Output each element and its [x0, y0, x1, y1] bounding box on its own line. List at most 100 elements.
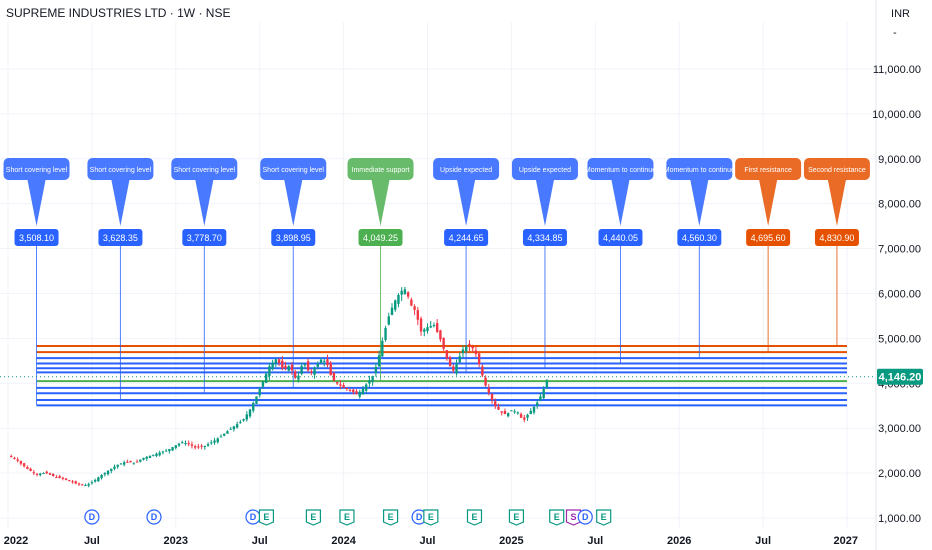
candle-body — [223, 433, 226, 436]
candle-body — [206, 444, 210, 446]
candle-body — [193, 446, 197, 448]
earnings-marker — [508, 509, 525, 526]
callout-bubble — [433, 158, 500, 180]
chart-title: SUPREME INDUSTRIES LTD · 1W · NSE — [6, 6, 231, 20]
x-tick-label: 2023 — [164, 535, 188, 547]
candle-body — [536, 402, 539, 406]
candle-body — [145, 456, 148, 459]
earnings-marker — [382, 509, 399, 526]
callout-bubble — [3, 158, 70, 180]
candle-body — [74, 481, 77, 484]
candle-body — [148, 455, 152, 458]
last-price-box — [877, 368, 923, 385]
candle-body — [500, 411, 503, 413]
candle-body — [271, 362, 274, 370]
event-letter: D — [582, 512, 589, 522]
earnings-marker — [596, 509, 612, 526]
candle-body — [442, 337, 445, 349]
y-tick-label: 10,000.00 — [872, 109, 921, 121]
candle-body — [210, 442, 213, 444]
candle-body — [110, 468, 113, 471]
candle-body — [410, 299, 413, 306]
candle-body — [181, 442, 184, 444]
candle-body — [455, 363, 458, 374]
candle-body — [303, 363, 307, 366]
x-tick-label: Jul — [252, 535, 268, 547]
level-value-label: 3,778.70 — [187, 233, 222, 243]
callout-pointer — [457, 180, 476, 226]
candle-body — [232, 426, 236, 430]
candle-body — [90, 482, 94, 484]
candle-body — [416, 310, 420, 320]
candle-body — [371, 375, 374, 383]
candle-body — [226, 431, 229, 434]
candle-body — [545, 380, 549, 388]
candle-body — [132, 462, 136, 464]
candle-body — [300, 365, 303, 374]
callout-note: Upside expected — [440, 167, 492, 174]
level-value-label: 4,830.90 — [819, 233, 854, 243]
earnings-marker — [423, 509, 439, 526]
candle-body — [255, 396, 258, 404]
candle-body — [490, 394, 494, 400]
candle-body — [355, 391, 358, 395]
candle-body — [532, 406, 536, 413]
candle-body — [158, 452, 161, 456]
callout-note: Upside expected — [519, 167, 571, 174]
candle-body — [423, 329, 426, 332]
callout-pointer — [111, 180, 130, 226]
level-lines — [36, 344, 847, 407]
callout-bubble — [735, 158, 802, 180]
candle-body — [323, 360, 326, 362]
level-value-box — [14, 229, 59, 246]
y-tick-label: 6,000.00 — [878, 289, 921, 301]
candle-body — [510, 410, 513, 412]
candle-body — [203, 445, 207, 447]
level-value-box — [98, 229, 143, 246]
candle-body — [329, 363, 332, 376]
callout-note: Short covering level — [6, 167, 68, 174]
event-letter: E — [513, 512, 519, 522]
candle-body — [429, 326, 432, 328]
level-value-box — [814, 229, 859, 246]
candle-body — [335, 382, 339, 384]
level-value-label: 4,560.30 — [682, 233, 717, 243]
candle-body — [258, 388, 261, 396]
callout-bubble — [803, 158, 870, 180]
y-tick-label: 1,000.00 — [878, 513, 921, 525]
candle-body — [284, 365, 287, 369]
x-tick-label: Jul — [84, 535, 100, 547]
callout-bubble — [171, 158, 238, 180]
candle-body — [316, 363, 319, 367]
candle-body — [523, 417, 526, 420]
callout-note: Immediate support — [352, 167, 410, 174]
candle-body — [155, 453, 158, 457]
candle-body — [48, 473, 52, 475]
candle-body — [310, 371, 313, 373]
candle-body — [326, 359, 329, 366]
candle-body — [287, 366, 290, 371]
candle-body — [277, 359, 281, 363]
x-tick-label: 2022 — [4, 535, 28, 547]
y-tick-mark: - — [893, 27, 897, 39]
candle-body — [361, 388, 365, 395]
candle-body — [426, 327, 429, 332]
candle-body — [432, 325, 436, 327]
candle-body — [364, 384, 368, 391]
callout-pointer — [195, 180, 214, 226]
callout-note: Short covering level — [263, 167, 325, 174]
callout-note: Second resistance — [808, 167, 866, 174]
event-letter: D — [416, 512, 423, 522]
candle-body — [55, 477, 58, 479]
candle-body — [213, 440, 216, 443]
candle-body — [252, 402, 255, 411]
candle-body — [245, 414, 248, 420]
x-tick-label: 2024 — [331, 535, 356, 547]
candle-body — [61, 477, 65, 479]
candle-body — [497, 406, 500, 410]
callout-bubble — [511, 158, 578, 180]
candle-body — [97, 477, 100, 482]
earnings-marker — [339, 509, 355, 526]
candle-body — [32, 472, 36, 474]
